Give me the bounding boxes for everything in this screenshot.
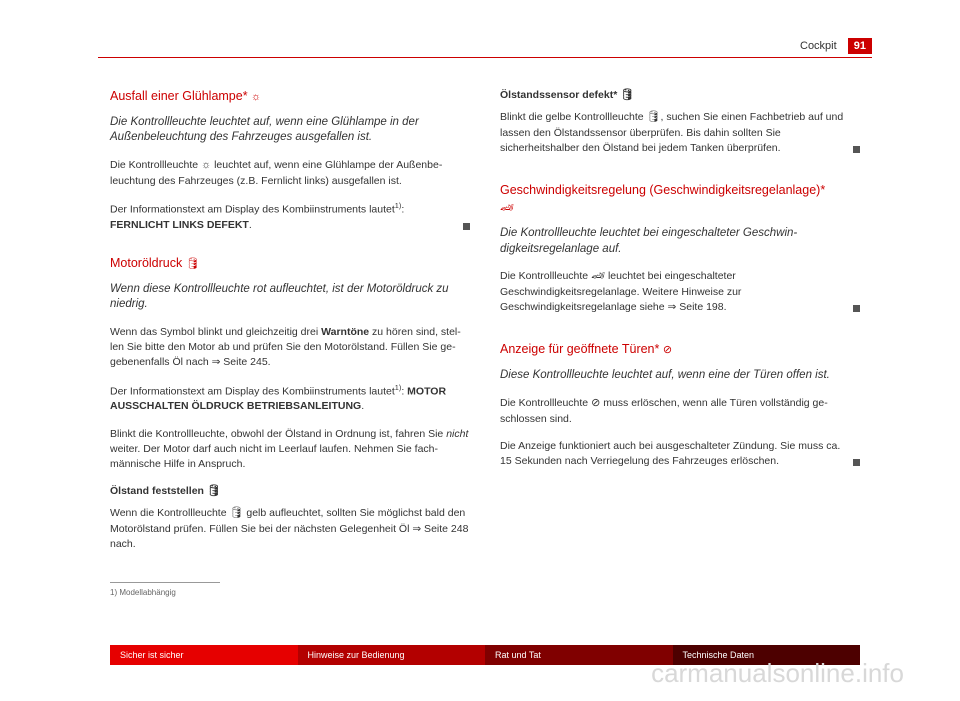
para: Wenn das Symbol blinkt und gleichzeitig … (110, 325, 470, 371)
para: Die Kontrollleuchte ⊘ muss erlöschen, we… (500, 396, 860, 427)
para: Die Kontrollleuchte 🏎 leuchtet bei einge… (500, 269, 860, 315)
para: Der Informationstext am Display des Komb… (110, 201, 470, 233)
lead-tueren: Diese Kontrollleuchte leuchtet auf, wenn… (500, 368, 860, 384)
door-icon: ⊘ (591, 397, 600, 409)
heading-motoroeldruck: Motoröldruck 🛢 (110, 255, 470, 272)
door-icon: ⊘ (663, 344, 672, 356)
para: Die Kontrollleuchte ☼ leuchtet auf, wenn… (110, 158, 470, 189)
para: Blinkt die Kontrollleuchte, obwohl der Ö… (110, 427, 470, 473)
section-end-icon (853, 459, 860, 466)
section-end-icon (853, 146, 860, 153)
heading-tueren: Anzeige für geöffnete Türen* ⊘ (500, 341, 860, 358)
section-end-icon (853, 305, 860, 312)
cruise-icon: 🏎 (500, 202, 514, 214)
content-area: Ausfall einer Glühlampe* ☼ Die Kontrolll… (110, 88, 860, 591)
para: Wenn die Kontrollleuchte 🛢 gelb aufleuch… (110, 506, 470, 552)
page: Cockpit 91 Ausfall einer Glühlampe* ☼ Di… (0, 0, 960, 701)
footnote-separator (110, 582, 220, 583)
footnote: 1) Modellabhängig (110, 587, 470, 599)
page-number: 91 (848, 38, 872, 54)
watermark: carmanualsonline.info (651, 658, 904, 689)
oil-icon: 🛢 (229, 507, 243, 519)
para: Der Informationstext am Display des Komb… (110, 383, 470, 415)
header-rule (98, 57, 872, 58)
oil-icon: 🛢 (647, 111, 661, 123)
bulb-icon: ☼ (201, 159, 211, 171)
left-column: Ausfall einer Glühlampe* ☼ Die Kontrolll… (110, 88, 470, 591)
lead-gra: Die Kontrollleuchte leuchtet bei eingesc… (500, 226, 860, 257)
oil-icon: 🛢 (207, 485, 221, 497)
oil-icon: 🛢 (186, 258, 200, 270)
heading-gra: Geschwindigkeitsregelung (Geschwindigkei… (500, 182, 860, 216)
subhead-oelsensor: Ölstandssensor defekt* 🛢 (500, 88, 860, 104)
section-end-icon (463, 223, 470, 230)
heading-gluehlampe: Ausfall einer Glühlampe* ☼ (110, 88, 470, 105)
oil-icon: 🛢 (620, 89, 634, 101)
right-column: Ölstandssensor defekt* 🛢 Blinkt die gelb… (500, 88, 860, 591)
tab-sicher[interactable]: Sicher ist sicher (110, 645, 298, 665)
bulb-icon: ☼ (251, 91, 261, 103)
para: Die Anzeige funktioniert auch bei ausges… (500, 439, 860, 469)
para: Blinkt die gelbe Kontrollleuchte 🛢, such… (500, 110, 860, 156)
tab-hinweise[interactable]: Hinweise zur Bedienung (298, 645, 486, 665)
section-title: Cockpit (800, 40, 837, 52)
cruise-icon: 🏎 (591, 270, 605, 282)
lead-gluehlampe: Die Kontrollleuchte leuchtet auf, wenn e… (110, 115, 470, 146)
page-header: Cockpit 91 (800, 38, 872, 54)
subhead-oelstand: Ölstand feststellen 🛢 (110, 484, 470, 500)
tab-rat[interactable]: Rat und Tat (485, 645, 673, 665)
lead-motoroeldruck: Wenn diese Kontrollleuchte rot aufleucht… (110, 282, 470, 313)
